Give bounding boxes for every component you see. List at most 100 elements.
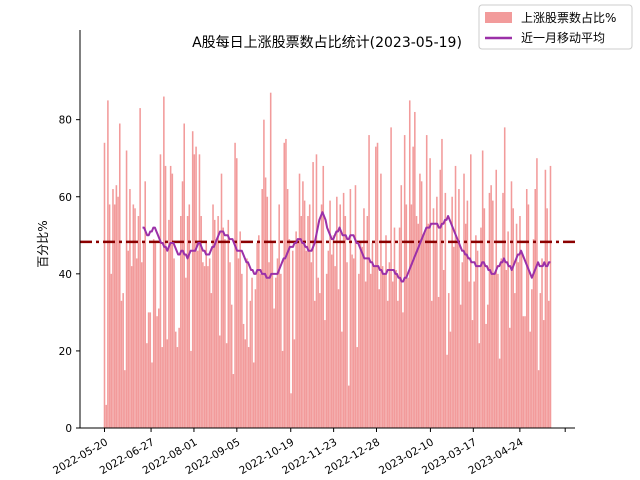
bar [446, 354, 448, 428]
bar [419, 173, 421, 429]
bar [207, 266, 209, 429]
bar [485, 323, 487, 428]
bar [161, 347, 163, 428]
bar [471, 320, 474, 428]
bar [470, 154, 472, 428]
bar [254, 289, 257, 428]
bar [127, 250, 130, 428]
legend-frame [478, 4, 633, 50]
bar [534, 189, 537, 428]
bar [451, 196, 453, 428]
bar [351, 254, 353, 428]
bar [261, 189, 263, 428]
bar [454, 165, 457, 429]
bar [498, 358, 501, 429]
bar [232, 374, 235, 428]
bar [432, 208, 435, 428]
bar [541, 258, 543, 428]
bar [500, 258, 503, 428]
bar [349, 189, 352, 428]
bar [203, 266, 206, 429]
bar [181, 181, 184, 428]
bar [392, 281, 394, 428]
bar [522, 316, 525, 428]
bar [180, 216, 182, 428]
bar [307, 216, 309, 428]
bar [393, 227, 396, 428]
bar [171, 173, 174, 429]
bar [386, 300, 389, 428]
bar [188, 204, 191, 428]
bar [144, 181, 146, 428]
bar [542, 320, 545, 428]
bar [115, 185, 118, 428]
bar [120, 300, 123, 428]
bar [464, 223, 467, 428]
bar [524, 316, 526, 428]
bar [146, 343, 148, 428]
bars-layer [103, 92, 552, 429]
bar [327, 250, 330, 428]
bar [212, 204, 214, 428]
bar [183, 123, 185, 429]
bar [132, 204, 135, 428]
bar [546, 208, 548, 428]
bar [185, 277, 187, 428]
bar [159, 154, 162, 428]
bar [361, 246, 364, 428]
bar [256, 243, 258, 428]
bar [337, 289, 340, 428]
bar [278, 204, 280, 428]
bar [315, 154, 318, 428]
bar [473, 281, 475, 428]
bar [514, 293, 516, 428]
bar [154, 243, 157, 428]
bar [354, 185, 357, 428]
bar [190, 350, 192, 428]
bar [269, 92, 272, 428]
bar [480, 227, 482, 428]
bar [383, 273, 386, 428]
bar [234, 142, 236, 429]
bar [390, 127, 392, 429]
bar [113, 204, 116, 428]
bar [163, 96, 165, 428]
bar [400, 185, 403, 428]
bar [388, 262, 391, 428]
bar [325, 273, 328, 428]
bar [363, 208, 365, 428]
bar [368, 135, 370, 428]
bar [509, 327, 511, 428]
y-axis-label: 百分比% [36, 220, 50, 267]
bar [130, 266, 133, 429]
bar [339, 204, 341, 428]
bar [364, 281, 367, 428]
bar [225, 343, 228, 428]
bar [322, 165, 325, 429]
bar [488, 192, 491, 428]
bar [310, 262, 313, 428]
bar [405, 204, 408, 428]
bar [156, 316, 158, 428]
chart-title: A股每日上涨股票数占比统计(2023-05-19) [192, 35, 462, 51]
bar [246, 258, 248, 428]
bar [437, 296, 440, 428]
bar [549, 165, 552, 429]
bar [459, 304, 462, 428]
axes-layer [76, 30, 575, 432]
bar [481, 150, 484, 428]
bar [229, 262, 231, 428]
bar [259, 273, 262, 428]
bar [431, 300, 433, 428]
bar [215, 239, 218, 428]
bar [135, 258, 138, 428]
bar [320, 204, 323, 428]
bar [230, 304, 233, 428]
bar [369, 273, 372, 428]
bar [286, 189, 289, 428]
bar [378, 289, 380, 428]
bar [107, 100, 109, 429]
bar [525, 189, 528, 428]
bar [196, 250, 199, 428]
